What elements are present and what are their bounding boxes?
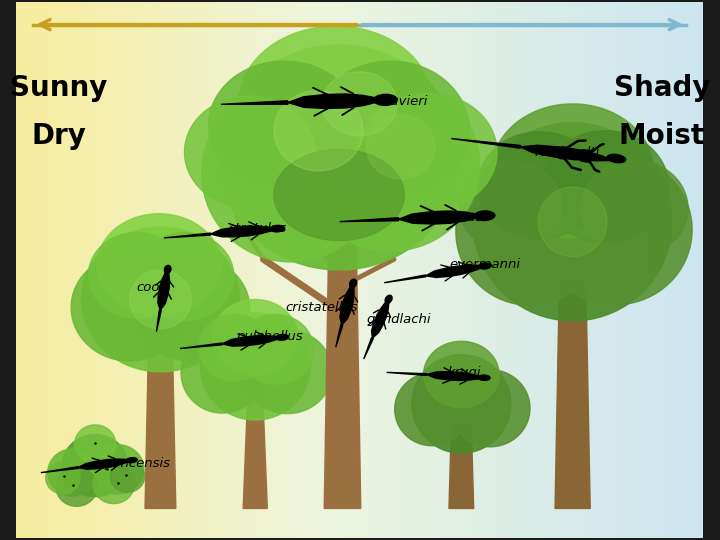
Polygon shape <box>202 85 380 262</box>
Polygon shape <box>97 214 221 315</box>
Polygon shape <box>312 61 469 200</box>
Ellipse shape <box>478 262 492 269</box>
Polygon shape <box>336 325 343 347</box>
Polygon shape <box>243 396 267 509</box>
Polygon shape <box>180 343 222 348</box>
Polygon shape <box>240 26 432 176</box>
Polygon shape <box>274 91 363 171</box>
Polygon shape <box>199 314 270 381</box>
Polygon shape <box>478 132 601 239</box>
Polygon shape <box>221 101 288 104</box>
Polygon shape <box>387 373 427 375</box>
Text: Moist: Moist <box>619 122 705 150</box>
Text: cuvieri: cuvieri <box>384 94 428 107</box>
Polygon shape <box>219 45 459 270</box>
Text: poncensis: poncensis <box>104 457 170 470</box>
Polygon shape <box>581 160 688 256</box>
Polygon shape <box>81 227 240 372</box>
Polygon shape <box>135 233 234 320</box>
Text: occultus: occultus <box>427 211 482 224</box>
Ellipse shape <box>275 334 289 341</box>
Text: Dry: Dry <box>32 122 86 150</box>
Ellipse shape <box>163 265 171 274</box>
Polygon shape <box>210 226 271 237</box>
Polygon shape <box>93 465 135 504</box>
Polygon shape <box>399 211 477 224</box>
Text: evermanni: evermanni <box>449 258 520 271</box>
Ellipse shape <box>349 279 357 288</box>
Text: pulchellus: pulchellus <box>236 330 302 343</box>
Polygon shape <box>130 270 192 329</box>
Polygon shape <box>395 373 469 446</box>
Polygon shape <box>209 61 360 190</box>
Polygon shape <box>412 355 510 453</box>
Polygon shape <box>322 72 397 136</box>
Polygon shape <box>542 131 669 243</box>
Polygon shape <box>238 314 314 384</box>
Polygon shape <box>539 155 692 305</box>
Polygon shape <box>46 462 80 494</box>
Polygon shape <box>145 323 176 509</box>
Polygon shape <box>78 459 127 469</box>
Polygon shape <box>451 139 521 148</box>
Text: Sunny: Sunny <box>10 74 107 102</box>
Text: cooki: cooki <box>136 281 171 294</box>
Ellipse shape <box>606 153 626 164</box>
Ellipse shape <box>269 225 285 233</box>
Polygon shape <box>48 449 97 496</box>
Ellipse shape <box>125 457 138 463</box>
Polygon shape <box>110 460 145 492</box>
Polygon shape <box>324 198 361 509</box>
Polygon shape <box>340 218 399 221</box>
Polygon shape <box>426 265 480 278</box>
Polygon shape <box>200 313 310 420</box>
Polygon shape <box>75 425 116 463</box>
Ellipse shape <box>373 93 398 106</box>
Polygon shape <box>427 372 480 381</box>
Polygon shape <box>184 96 315 208</box>
Polygon shape <box>360 93 497 211</box>
Polygon shape <box>366 114 435 179</box>
Polygon shape <box>212 300 298 374</box>
Polygon shape <box>520 145 610 161</box>
Polygon shape <box>89 233 184 318</box>
Polygon shape <box>91 444 144 494</box>
Text: stratulus: stratulus <box>229 222 287 235</box>
Polygon shape <box>473 123 672 321</box>
Polygon shape <box>340 287 354 325</box>
Polygon shape <box>164 233 211 238</box>
Polygon shape <box>62 435 128 497</box>
Polygon shape <box>449 423 474 509</box>
Text: krugi: krugi <box>448 366 481 380</box>
Polygon shape <box>288 94 377 109</box>
Polygon shape <box>451 370 530 447</box>
Polygon shape <box>41 467 78 472</box>
Polygon shape <box>384 275 426 283</box>
Text: Shady: Shady <box>613 74 710 102</box>
Ellipse shape <box>474 210 495 221</box>
Polygon shape <box>243 330 332 414</box>
Text: cristatellus: cristatellus <box>285 301 358 314</box>
Ellipse shape <box>384 294 393 304</box>
Polygon shape <box>56 468 97 507</box>
Polygon shape <box>222 336 277 346</box>
Polygon shape <box>302 80 480 251</box>
Text: gundlachi: gundlachi <box>366 313 431 326</box>
Polygon shape <box>181 333 264 413</box>
Polygon shape <box>158 273 169 310</box>
Polygon shape <box>274 150 405 240</box>
Polygon shape <box>156 310 161 332</box>
Polygon shape <box>539 187 607 256</box>
Polygon shape <box>133 256 250 361</box>
Polygon shape <box>555 278 590 509</box>
Polygon shape <box>492 104 654 238</box>
Polygon shape <box>71 254 188 361</box>
Polygon shape <box>456 158 604 305</box>
Text: roosevelti: roosevelti <box>535 146 600 159</box>
Polygon shape <box>372 302 389 338</box>
Polygon shape <box>423 341 499 408</box>
Polygon shape <box>364 338 374 359</box>
Ellipse shape <box>477 374 491 381</box>
Polygon shape <box>459 161 562 252</box>
